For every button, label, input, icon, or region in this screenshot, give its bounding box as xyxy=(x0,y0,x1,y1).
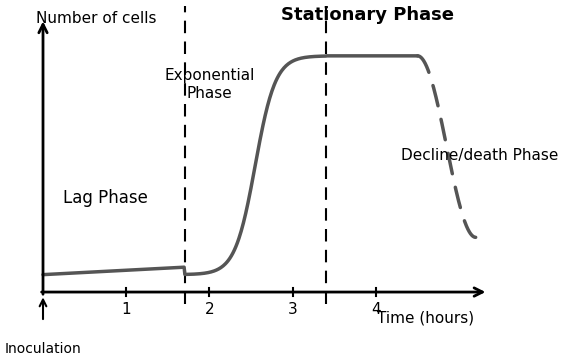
Text: Time (hours): Time (hours) xyxy=(377,311,474,326)
Text: Decline/death Phase: Decline/death Phase xyxy=(401,148,558,163)
Text: 2: 2 xyxy=(204,302,214,317)
Text: 1: 1 xyxy=(122,302,131,317)
Text: Stationary Phase: Stationary Phase xyxy=(281,6,454,24)
Text: Inoculation: Inoculation xyxy=(5,342,81,356)
Text: Number of cells: Number of cells xyxy=(36,11,157,26)
Text: Lag Phase: Lag Phase xyxy=(63,188,148,207)
Text: 4: 4 xyxy=(371,302,381,317)
Text: Exponential
Phase: Exponential Phase xyxy=(164,68,254,101)
Text: 3: 3 xyxy=(288,302,298,317)
